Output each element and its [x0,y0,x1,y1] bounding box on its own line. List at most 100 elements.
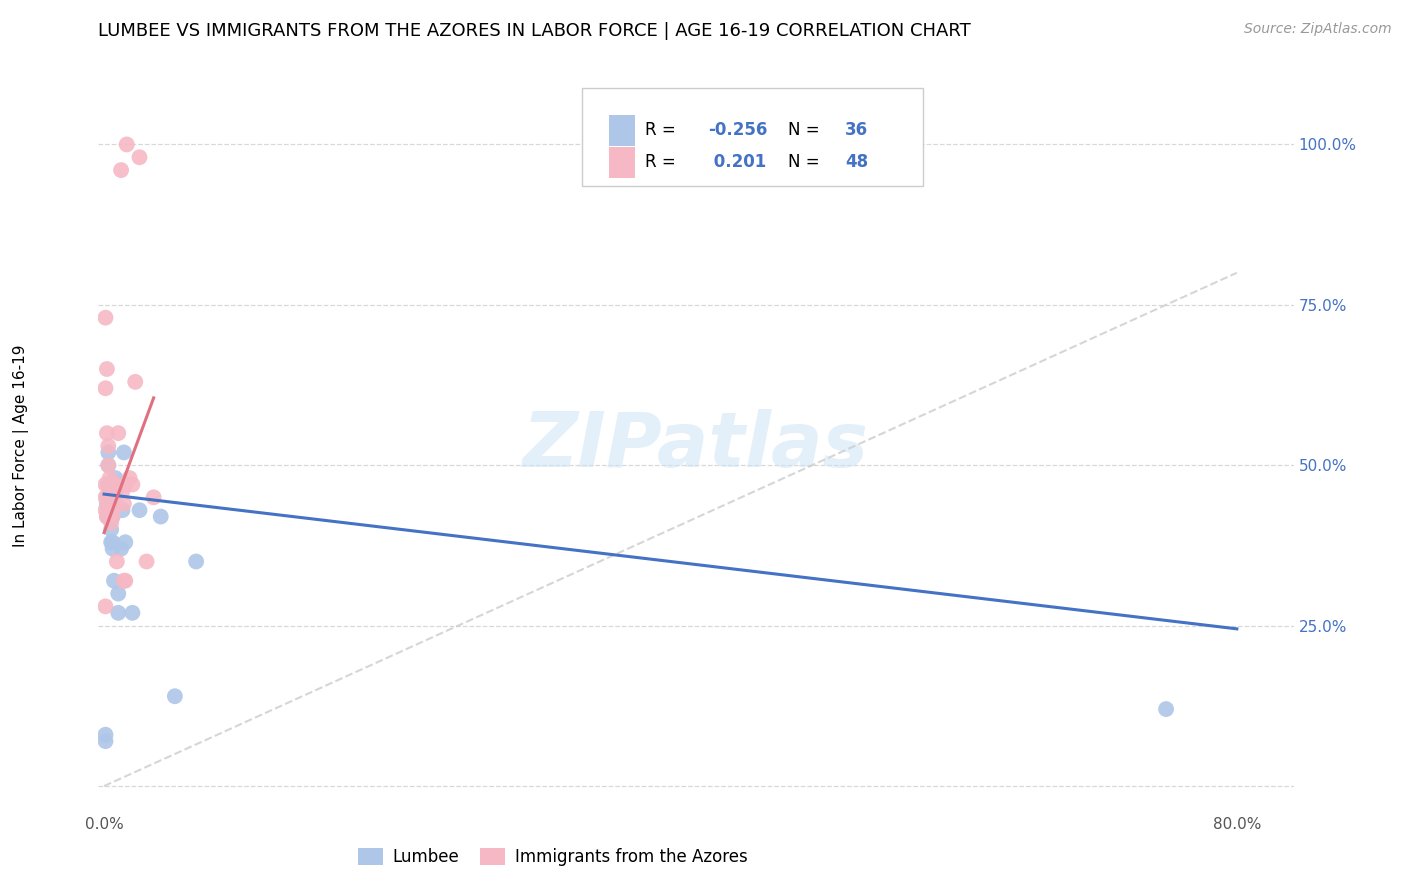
Point [110,163,132,178]
Point [101,541,124,556]
Text: N =: N = [787,121,825,139]
Point [121,606,143,620]
Point [98,503,121,517]
Point [107,426,129,441]
Point [97,497,120,511]
Point [98,497,121,511]
Point [105,554,128,568]
Point [104,477,127,491]
Point [96,426,118,441]
Point [114,535,136,549]
Point [98,491,121,505]
Text: In Labor Force | Age 16-19: In Labor Force | Age 16-19 [13,344,30,548]
Point [96,362,118,376]
Point [149,509,172,524]
Text: -0.256: -0.256 [709,121,768,139]
Point [97,458,120,473]
Point [97,509,120,524]
Point [163,690,186,704]
Point [101,503,124,517]
Point [94,491,117,505]
Point [97,491,120,505]
FancyBboxPatch shape [582,87,922,186]
Text: LUMBEE VS IMMIGRANTS FROM THE AZORES IN LABOR FORCE | AGE 16-19 CORRELATION CHAR: LUMBEE VS IMMIGRANTS FROM THE AZORES IN … [98,22,972,40]
Text: 36: 36 [845,121,869,139]
Point [118,471,141,485]
Point [97,445,120,459]
Point [100,516,122,530]
Point [111,503,134,517]
Point [103,477,125,491]
Point [112,574,135,588]
Point [94,381,117,395]
Point [114,574,136,588]
Text: N =: N = [787,153,825,171]
Point [97,477,120,491]
Point [184,554,207,568]
Point [97,503,120,517]
Point [135,554,157,568]
FancyBboxPatch shape [609,147,636,178]
Text: R =: R = [644,153,681,171]
Point [124,375,146,389]
Point [103,483,125,498]
Point [101,535,124,549]
Text: Source: ZipAtlas.com: Source: ZipAtlas.com [1244,22,1392,37]
Point [107,586,129,600]
Point [111,483,134,498]
Point [128,503,150,517]
Point [97,503,120,517]
Point [96,491,118,505]
Point [105,477,128,491]
Point [112,445,135,459]
Point [1154,702,1177,716]
Point [97,477,120,491]
Point [97,491,120,505]
Point [104,471,127,485]
Point [114,477,136,491]
FancyBboxPatch shape [609,115,636,145]
Point [142,491,165,505]
Point [121,477,143,491]
Point [128,150,150,164]
Point [97,439,120,453]
Point [96,509,118,524]
Point [96,497,118,511]
Point [101,483,124,498]
Point [104,497,127,511]
Point [94,503,117,517]
Point [100,503,122,517]
Point [100,483,122,498]
Point [103,497,125,511]
Point [100,497,122,511]
Point [101,509,124,524]
Text: R =: R = [644,121,681,139]
Point [98,497,121,511]
Point [107,606,129,620]
Point [94,728,117,742]
Point [97,458,120,473]
Point [100,497,122,511]
Point [97,477,120,491]
Point [98,483,121,498]
Point [100,535,122,549]
Text: 48: 48 [845,153,869,171]
Text: ZIPatlas: ZIPatlas [523,409,869,483]
Point [94,734,117,748]
Point [100,523,122,537]
Point [100,477,122,491]
Point [94,477,117,491]
Point [103,574,125,588]
Point [115,137,138,152]
Point [98,471,121,485]
Point [94,599,117,614]
Point [94,310,117,325]
Point [96,509,118,524]
Point [112,497,135,511]
Legend: Lumbee, Immigrants from the Azores: Lumbee, Immigrants from the Azores [352,841,754,873]
Point [98,503,121,517]
Point [110,541,132,556]
Point [101,509,124,524]
Text: 0.201: 0.201 [709,153,766,171]
Point [104,483,127,498]
